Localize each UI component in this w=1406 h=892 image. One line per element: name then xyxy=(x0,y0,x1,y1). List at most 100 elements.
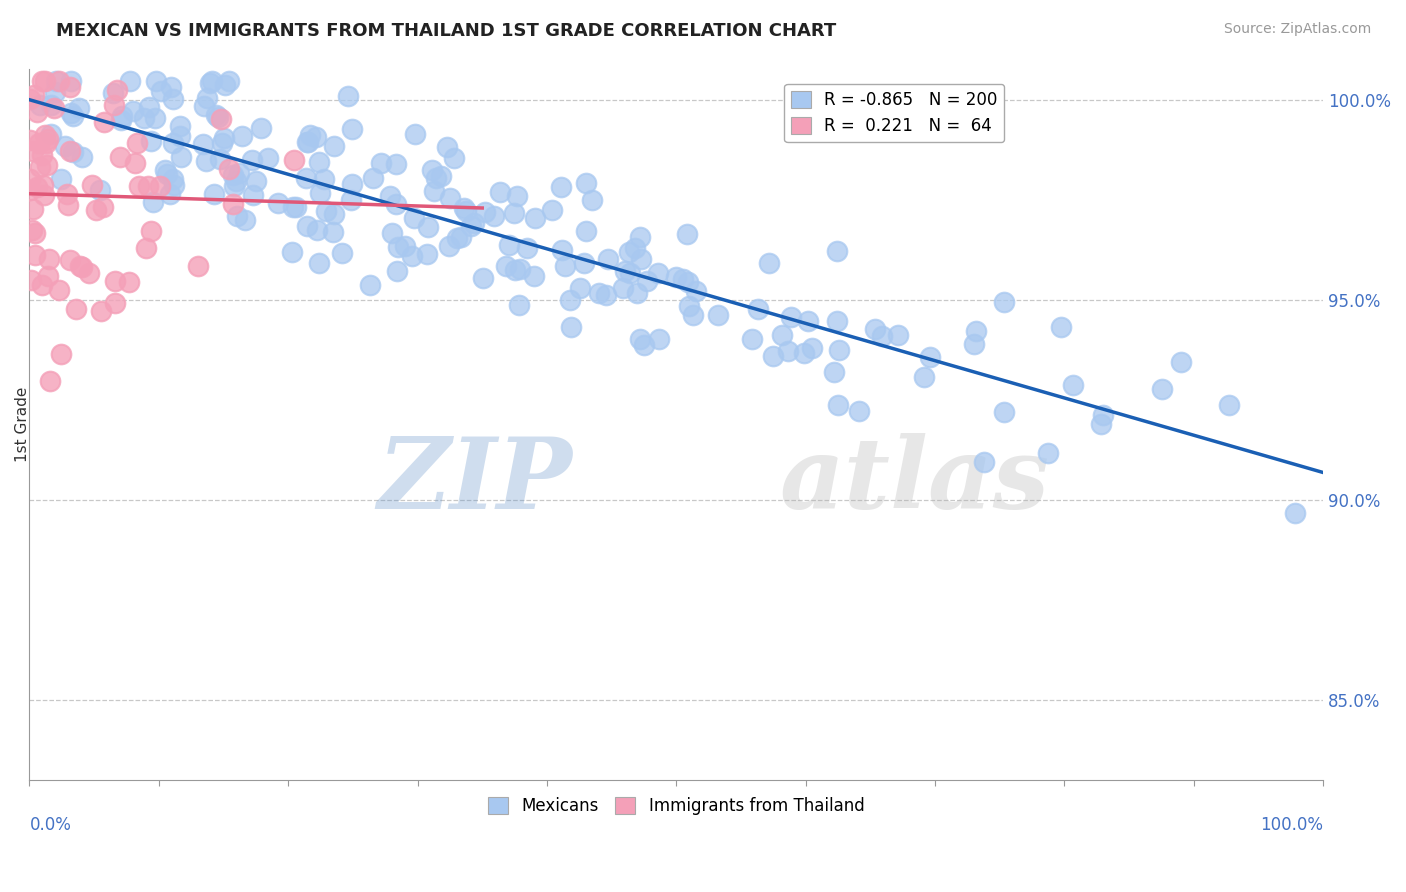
Point xyxy=(118,275,141,289)
Point xyxy=(558,293,581,307)
Point xyxy=(962,337,984,351)
Point xyxy=(110,109,132,123)
Point xyxy=(363,171,385,186)
Point xyxy=(460,219,482,233)
Point xyxy=(503,206,526,220)
Point xyxy=(25,180,48,194)
Point xyxy=(636,274,658,288)
Point xyxy=(155,163,177,178)
Point xyxy=(170,150,193,164)
Point xyxy=(242,188,264,202)
Point xyxy=(505,188,527,202)
Point xyxy=(912,370,935,384)
Point xyxy=(44,85,66,99)
Point xyxy=(780,310,803,324)
Point xyxy=(336,89,359,103)
Point xyxy=(308,256,330,270)
Point xyxy=(676,275,699,289)
Point xyxy=(295,135,318,149)
Point xyxy=(973,455,995,469)
Point xyxy=(1092,408,1115,422)
Point xyxy=(42,101,65,115)
Point xyxy=(91,200,114,214)
Point xyxy=(30,160,52,174)
Point xyxy=(315,204,337,219)
Point xyxy=(18,172,41,186)
Point xyxy=(581,193,603,207)
Point xyxy=(48,73,70,87)
Point xyxy=(523,211,546,226)
Point xyxy=(1218,398,1240,412)
Point xyxy=(827,399,849,413)
Point xyxy=(439,191,461,205)
Point xyxy=(145,73,167,87)
Point xyxy=(1036,445,1059,459)
Point xyxy=(214,78,236,92)
Point xyxy=(420,162,443,177)
Point xyxy=(72,260,94,274)
Point xyxy=(482,209,505,223)
Point xyxy=(436,139,458,153)
Point xyxy=(523,268,546,283)
Point xyxy=(250,121,273,136)
Point xyxy=(474,205,496,219)
Point xyxy=(630,252,652,267)
Point xyxy=(797,314,820,328)
Point xyxy=(541,203,564,218)
Point xyxy=(385,157,408,171)
Point xyxy=(162,92,184,106)
Point xyxy=(195,154,218,169)
Point xyxy=(187,260,209,274)
Point xyxy=(31,277,53,292)
Text: 100.0%: 100.0% xyxy=(1260,815,1323,834)
Point xyxy=(34,128,56,143)
Point xyxy=(628,332,651,346)
Point xyxy=(150,84,173,98)
Point xyxy=(225,174,247,188)
Point xyxy=(772,328,794,343)
Point xyxy=(741,332,763,346)
Point xyxy=(222,178,245,193)
Point xyxy=(209,152,232,166)
Point xyxy=(228,166,250,180)
Point xyxy=(32,178,55,192)
Point xyxy=(143,111,166,125)
Point xyxy=(138,100,160,114)
Point xyxy=(155,167,177,181)
Point xyxy=(38,252,60,266)
Point xyxy=(1090,417,1112,432)
Point xyxy=(93,115,115,129)
Point xyxy=(612,281,634,295)
Point xyxy=(39,98,62,112)
Point xyxy=(299,128,322,143)
Point xyxy=(136,178,159,193)
Point xyxy=(672,272,695,286)
Point xyxy=(69,259,91,273)
Point xyxy=(122,104,145,119)
Point xyxy=(801,341,824,355)
Point xyxy=(84,203,107,218)
Point xyxy=(870,328,893,343)
Point xyxy=(509,261,531,276)
Point xyxy=(385,263,408,277)
Point xyxy=(443,151,465,165)
Point xyxy=(89,183,111,197)
Point xyxy=(295,171,318,186)
Point xyxy=(450,229,472,244)
Point xyxy=(370,156,392,170)
Point xyxy=(828,343,851,357)
Point xyxy=(202,186,225,201)
Point xyxy=(648,332,671,346)
Point xyxy=(39,374,62,388)
Point xyxy=(283,200,305,214)
Point xyxy=(437,239,460,253)
Point xyxy=(572,256,595,270)
Point xyxy=(37,268,59,283)
Y-axis label: 1st Grade: 1st Grade xyxy=(15,386,30,462)
Point xyxy=(340,194,363,208)
Point xyxy=(508,298,530,312)
Point xyxy=(453,202,475,216)
Point xyxy=(551,244,574,258)
Point xyxy=(633,337,655,351)
Point xyxy=(108,150,131,164)
